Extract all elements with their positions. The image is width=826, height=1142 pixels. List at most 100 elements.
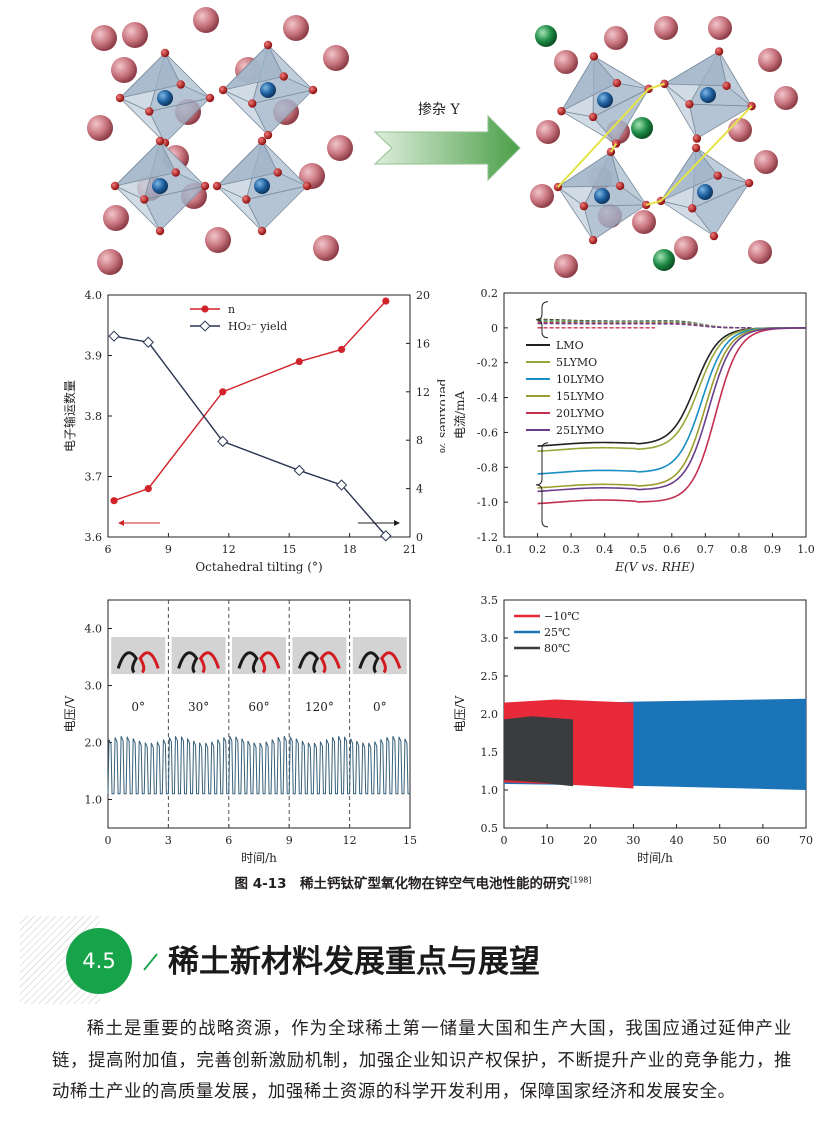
red-wire	[259, 651, 281, 674]
bend-angle-label: 120°	[305, 700, 334, 714]
oxygen-atom	[709, 231, 719, 241]
oxygen-atom	[589, 52, 599, 61]
a-site-cation	[774, 86, 798, 110]
b-site-cation	[700, 87, 716, 103]
oxygen-atom	[218, 85, 228, 95]
oxygen-atom	[176, 80, 185, 89]
temperature-voltage-cycling-chart: 0 10 20 30 40 50 60 70 0.5 1.0 1.5 2.0 2.5 3.0 3.5 时间/h…	[453, 594, 813, 865]
y-tick-label: 4.0	[85, 623, 103, 636]
y-axis-label: 电流/mA	[453, 391, 467, 439]
figure-caption: 图 4-13 稀土钙钛矿型氧化物在锌空气电池性能的研究[198]	[0, 872, 826, 893]
red-wire	[138, 651, 160, 674]
b-site-cation	[254, 178, 270, 194]
oxygen-atom	[205, 93, 215, 103]
a-site-cation	[674, 236, 698, 260]
series-line-1	[113, 335, 387, 537]
b-site-cation	[157, 90, 173, 106]
hollow-diamond-point	[293, 464, 305, 477]
a-site-cation	[554, 50, 578, 74]
x-tick-label: 0.1	[495, 543, 513, 556]
a-site-cation	[758, 48, 782, 72]
octahedron-face	[691, 182, 751, 237]
legend-label: HO₂⁻ yield	[228, 320, 287, 333]
oxygen-atom	[579, 201, 589, 211]
photo-background	[352, 637, 407, 675]
legend-label: 15LYMO	[556, 390, 604, 403]
figure-caption-ref: [198]	[569, 875, 592, 885]
filled-circle-point	[337, 345, 346, 354]
b-site-cation	[697, 184, 713, 200]
octahedron-face	[221, 44, 285, 91]
octahedron-face	[143, 185, 207, 232]
bend-angle-label: 0°	[373, 700, 387, 714]
octahedron-face	[663, 50, 728, 87]
y-axis-label: 电压/V	[63, 695, 77, 732]
y-tick-label: -0.6	[477, 426, 498, 439]
oxygen-atom	[588, 235, 598, 245]
x-tick-label: 9	[286, 834, 293, 847]
x-tick-label: 0.7	[697, 543, 715, 556]
y-tick-label: -1.2	[477, 531, 498, 544]
filled-circle-point	[110, 497, 118, 505]
octahedron-face	[215, 140, 279, 187]
filled-circle-point	[144, 485, 152, 493]
x-axis-label: 时间/h	[637, 851, 673, 865]
legend-label: 80℃	[544, 642, 570, 655]
section-title: 稀土新材料发展重点与展望	[168, 944, 540, 980]
x-tick-label: 9	[165, 543, 172, 556]
x-tick-label: 1.0	[797, 543, 815, 556]
a-site-cation	[193, 7, 219, 33]
x-tick-label: 21	[403, 543, 417, 556]
a-site-cation	[708, 16, 732, 40]
x-tick-label: 0.8	[730, 543, 748, 556]
black-wire	[297, 651, 320, 674]
black-wire	[116, 651, 138, 674]
bond-line	[645, 199, 662, 206]
y-tick-label: 2.0	[481, 708, 499, 721]
x-tick-label: 6	[105, 543, 112, 556]
ring-brace	[535, 301, 549, 339]
y2-tick-label: 4	[416, 483, 423, 496]
oxygen-atom	[140, 195, 149, 204]
lsv-current-chart: 0.1 0.2 0.3 0.4 0.5 0.6 0.7 0.8 0.9 1.0 0.2 0 -0.2 -0…	[453, 287, 815, 574]
a-site-cation	[122, 22, 148, 48]
oxygen-atom	[257, 136, 267, 146]
x-axis-label: 时间/h	[241, 851, 277, 865]
filled-circle-point	[382, 297, 390, 305]
a-site-cation	[283, 15, 309, 41]
a-site-cation	[530, 184, 554, 208]
oxygen-atom	[688, 204, 697, 213]
oxygen-atom	[160, 48, 170, 58]
x-tick-label: 20	[583, 834, 597, 847]
oxygen-atom	[248, 99, 257, 108]
oxygen-atom	[691, 143, 701, 153]
a-site-cation	[327, 135, 353, 161]
oxygen-atom	[273, 168, 282, 177]
a-site-cation	[87, 115, 113, 141]
undoped-perovskite-structure	[87, 7, 353, 275]
hollow-diamond-point	[217, 435, 229, 448]
photo-background	[232, 637, 286, 675]
oxygen-atom	[744, 178, 754, 188]
octahedron-face	[583, 204, 648, 241]
photo-background	[111, 637, 166, 675]
a-site-cation	[205, 227, 231, 253]
lsv-curve-4	[537, 327, 807, 505]
y-tick-label: -0.8	[477, 461, 498, 474]
bond-line	[660, 105, 753, 202]
a-site-cation	[91, 25, 117, 51]
y2-tick-label: 0	[416, 531, 423, 544]
x-tick-label: 60	[756, 834, 770, 847]
legend-label: LMO	[556, 339, 584, 352]
oxygen-atom	[242, 195, 251, 204]
bend-angle-label: 30°	[188, 700, 209, 714]
y-tick-label: 1.0	[481, 784, 499, 797]
oxygen-atom	[612, 78, 622, 88]
bend-angle-label: 0°	[131, 700, 145, 714]
bend-photo	[171, 637, 226, 675]
bond-line	[610, 143, 617, 153]
y-tick-label: 0.2	[481, 287, 499, 300]
oxygen-atom	[722, 81, 731, 91]
bond-line	[557, 88, 650, 188]
photo-background	[171, 637, 226, 675]
